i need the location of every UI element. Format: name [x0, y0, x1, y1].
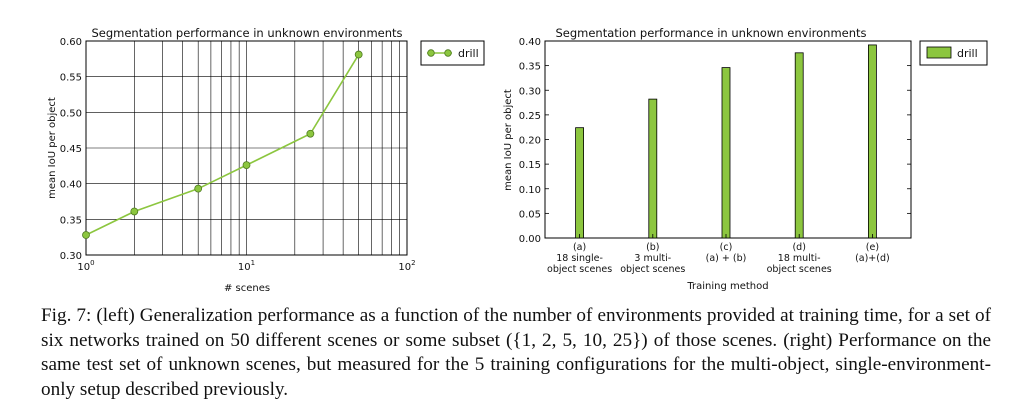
data-point — [242, 161, 251, 170]
bar — [721, 67, 731, 239]
x-tick-label: 102 — [398, 259, 415, 273]
y-tick-label: 0.10 — [519, 185, 541, 196]
bar — [575, 127, 584, 239]
data-point — [130, 207, 139, 216]
y-tick-label: 0.50 — [60, 108, 82, 119]
bar — [648, 98, 658, 239]
left-x-ticks: 100 101 102 — [77, 259, 415, 273]
bar — [868, 44, 877, 239]
left-x-axis-label: # scenes — [224, 283, 270, 294]
right-legend: drill — [919, 40, 988, 66]
left-legend: drill — [420, 40, 485, 66]
x-tick-label: object scenes — [620, 264, 685, 275]
x-tick-label: 18 multi- — [778, 253, 821, 264]
x-tick-label: object scenes — [767, 264, 832, 275]
left-legend-marker-icon — [427, 49, 435, 57]
y-tick-label: 0.05 — [519, 209, 541, 220]
left-legend-label: drill — [458, 47, 479, 60]
y-tick-label: 0.40 — [519, 37, 541, 48]
y-tick-label: 0.35 — [519, 62, 541, 73]
left-chart: Segmentation performance in unknown envi… — [47, 26, 485, 294]
left-legend-marker-icon — [444, 49, 452, 57]
y-tick-label: 0.15 — [519, 160, 541, 171]
x-tick-label: (a)+(d) — [855, 253, 890, 264]
data-point — [194, 184, 203, 193]
y-tick-label: 0.30 — [519, 86, 541, 97]
right-y-axis-label: mean IoU per object — [503, 89, 514, 191]
y-tick-label: 0.25 — [519, 111, 541, 122]
x-tick-label: 101 — [238, 259, 255, 273]
x-tick-label: (b) — [646, 242, 659, 253]
right-y-ticks: 0.00 0.05 0.10 0.15 0.20 0.25 0.30 0.35 0.40 — [519, 37, 911, 245]
x-tick-label: 100 — [77, 259, 94, 273]
bar — [794, 52, 804, 239]
data-point — [354, 50, 363, 59]
right-legend-label: drill — [957, 47, 978, 60]
x-tick-label: (c) — [720, 242, 733, 253]
y-tick-label: 0.00 — [519, 234, 541, 245]
right-chart: Segmentation performance in unknown envi… — [503, 26, 988, 292]
x-tick-label: (d) — [792, 242, 805, 253]
right-legend-swatch-icon — [926, 46, 952, 59]
figure-caption: Fig. 7: (left) Generalization performanc… — [41, 305, 991, 400]
x-tick-label: 18 single- — [556, 253, 603, 264]
left-plot-frame — [85, 40, 408, 256]
data-point — [306, 129, 315, 138]
y-tick-label: 0.55 — [60, 73, 82, 84]
left-y-axis-label: mean IoU per object — [47, 97, 58, 199]
y-tick-label: 0.30 — [60, 251, 82, 262]
right-bars — [575, 44, 877, 239]
y-tick-label: 0.45 — [60, 144, 82, 155]
data-point — [82, 231, 90, 239]
y-tick-label: 0.20 — [519, 136, 541, 147]
left-series — [82, 50, 363, 239]
x-tick-label: object scenes — [547, 264, 612, 275]
y-tick-label: 0.40 — [60, 180, 82, 191]
y-tick-label: 0.60 — [60, 37, 82, 48]
right-x-ticks: (a)18 single-object scenes (b)3 multi-obj… — [547, 234, 890, 275]
figure: Segmentation performance in unknown envi… — [47, 26, 988, 294]
left-chart-title: Segmentation performance in unknown envi… — [91, 26, 402, 40]
left-y-ticks: 0.30 0.35 0.40 0.45 0.50 0.55 0.60 — [60, 37, 82, 262]
left-legend-box — [420, 40, 485, 66]
right-x-axis-label: Training method — [686, 281, 768, 292]
right-chart-title: Segmentation performance in unknown envi… — [555, 26, 866, 40]
left-grid — [85, 40, 408, 256]
x-tick-label: (e) — [866, 242, 879, 253]
x-tick-label: (a) — [573, 242, 586, 253]
y-tick-label: 0.35 — [60, 215, 82, 226]
x-tick-label: (a) + (b) — [706, 253, 747, 264]
series-line — [85, 54, 360, 236]
x-tick-label: 3 multi- — [634, 253, 671, 264]
